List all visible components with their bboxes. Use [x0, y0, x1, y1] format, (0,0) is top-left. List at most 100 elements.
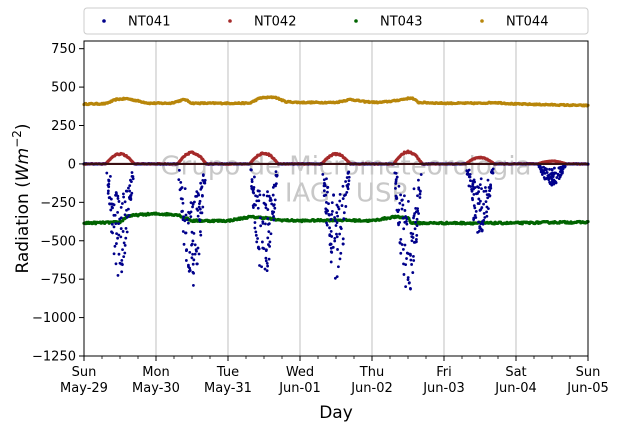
- nt041-point: [269, 232, 273, 236]
- legend-label: NT044: [506, 15, 548, 30]
- nt041-point: [121, 248, 124, 251]
- nt041-point: [193, 243, 197, 247]
- nt041-point: [338, 193, 342, 196]
- y-tick-label: −250: [40, 196, 76, 211]
- nt041-point: [273, 198, 277, 202]
- y-tick-label: −750: [40, 273, 76, 288]
- nt041-point: [321, 173, 325, 176]
- nt041-point: [337, 207, 341, 211]
- nt041-point: [477, 197, 481, 201]
- nt041-point: [109, 208, 113, 212]
- nt041-point: [328, 226, 331, 230]
- nt041-point: [262, 193, 266, 197]
- nt041-point: [181, 201, 185, 205]
- nt041-point: [124, 226, 128, 230]
- nt041-point: [333, 239, 337, 243]
- nt041-point: [412, 254, 415, 258]
- nt041-point: [484, 186, 487, 189]
- nt041-point: [109, 175, 112, 178]
- legend-item: NT043: [354, 15, 422, 30]
- nt041-point: [409, 231, 413, 235]
- nt041-point: [114, 262, 118, 266]
- nt041-point: [537, 165, 541, 169]
- nt041-point: [200, 193, 204, 197]
- nt041-point: [413, 227, 417, 231]
- nt041-point: [190, 256, 194, 260]
- nt041-point: [400, 198, 404, 202]
- nt041-point: [542, 176, 546, 179]
- nt041-point: [254, 203, 257, 207]
- axes: SunMay-29MonMay-30TueMay-31WedJun-01ThuJ…: [10, 42, 609, 423]
- legend-marker: [228, 19, 232, 23]
- nt041-point: [274, 184, 277, 188]
- nt041-point: [401, 216, 405, 220]
- nt041-point: [551, 175, 555, 178]
- nt041-point: [187, 210, 190, 214]
- nt041-point: [264, 256, 268, 260]
- nt041-point: [261, 221, 265, 225]
- nt041-point: [415, 224, 419, 228]
- nt041-point: [416, 194, 419, 198]
- y-tick-label: 250: [51, 119, 76, 134]
- nt041-point: [554, 181, 558, 185]
- nt041-point: [184, 231, 188, 235]
- nt041-point: [189, 210, 193, 214]
- nt041-point: [119, 216, 123, 220]
- nt041-point: [484, 200, 488, 204]
- nt041-point: [257, 245, 260, 249]
- nt041-point: [415, 234, 419, 237]
- nt041-point: [124, 236, 128, 240]
- nt041-point: [484, 189, 488, 193]
- nt041-point: [412, 259, 416, 262]
- nt041-point: [407, 281, 411, 285]
- nt041-point: [131, 177, 135, 181]
- nt041-point: [271, 185, 275, 189]
- nt041-point: [116, 236, 119, 240]
- nt041-point: [345, 190, 349, 194]
- x-tick-day: Sun: [576, 365, 601, 380]
- nt041-point: [470, 189, 474, 193]
- nt041-point: [472, 216, 476, 220]
- nt041-point: [404, 263, 408, 267]
- nt041-point: [404, 215, 407, 218]
- nt041-point: [397, 223, 400, 227]
- y-tick-label: −500: [40, 234, 76, 249]
- nt041-point: [411, 236, 415, 239]
- nt041-point: [326, 186, 329, 189]
- nt041-point: [265, 262, 269, 265]
- legend-label: NT043: [380, 15, 422, 30]
- nt041-point: [471, 180, 475, 183]
- nt041-point: [477, 229, 481, 233]
- nt041-point: [114, 222, 118, 226]
- nt041-point: [482, 211, 486, 215]
- nt041-point: [552, 171, 556, 175]
- nt041-point: [466, 170, 470, 173]
- nt041-point: [250, 178, 254, 181]
- nt041-point: [398, 220, 401, 224]
- nt041-point: [472, 193, 476, 196]
- nt041-point: [333, 218, 337, 222]
- nt041-point: [323, 184, 327, 187]
- x-tick-date: May-30: [132, 381, 180, 396]
- nt041-point: [399, 251, 403, 255]
- nt041-point: [110, 222, 114, 226]
- nt041-point: [412, 216, 415, 220]
- nt041-point: [482, 218, 486, 222]
- nt041-point: [198, 207, 202, 211]
- nt041-point: [550, 171, 554, 175]
- nt041-point: [112, 203, 116, 207]
- nt041-point: [199, 181, 203, 185]
- nt041-point: [260, 265, 263, 269]
- nt041-point: [488, 194, 492, 198]
- nt041-point: [550, 182, 554, 186]
- nt041-point: [403, 220, 407, 224]
- nt041-point: [338, 199, 342, 203]
- nt041-point: [331, 209, 334, 213]
- nt041-point: [412, 240, 416, 244]
- nt041-point: [261, 246, 265, 250]
- nt041-point: [476, 192, 479, 195]
- nt041-point: [325, 208, 329, 212]
- nt041-point: [125, 230, 129, 234]
- nt041-point: [198, 199, 202, 203]
- nt041-point: [197, 205, 201, 209]
